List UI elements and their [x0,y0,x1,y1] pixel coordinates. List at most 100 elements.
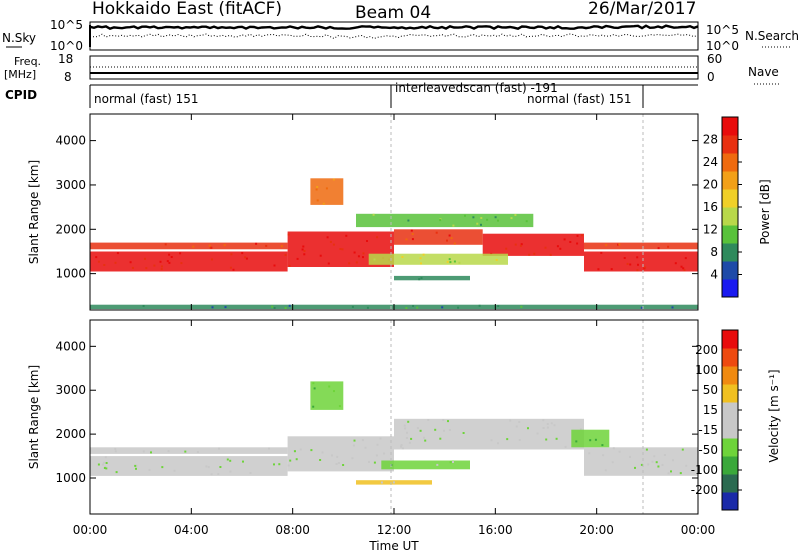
scatter-cell [273,264,276,267]
scatter-cell [287,464,290,467]
scatter-cell [661,463,664,466]
scatter-cell [406,431,408,434]
scatter-cell [644,266,647,269]
scatter-cell [424,439,427,442]
colorbar-swatch [722,279,738,298]
scatter-cell [315,188,318,191]
scatter-cell [310,449,313,452]
scatter-cell [497,305,500,307]
scatter-region-0 [90,251,288,272]
scatter-cell [533,252,536,255]
scatter-cell [515,425,518,428]
scatter-cell [480,217,483,219]
scatter-cell [208,244,211,247]
scatter-cell [407,420,410,423]
scatter-cell [683,269,686,272]
nave-label: Nave [748,65,779,79]
scatter-cell [321,451,324,454]
scatter-cell [135,467,137,470]
scatter-cell [556,245,559,248]
scatter-cell [495,259,498,261]
scatter-cell [420,262,422,265]
scatter-cell [230,253,233,256]
colorbar-swatch [722,402,738,421]
scatter-cell [464,214,466,217]
x-tick-label: 12:00 [377,523,412,537]
power-panel: 1000 2000 3000 4000 Slant Range [km] 4 8 12 16… [27,113,772,311]
scatter-cell [372,213,375,216]
scatter-cell [153,264,156,267]
scatter-cell [520,243,523,246]
scatter-cell [319,254,322,257]
power-x-axis [89,114,699,310]
scatter-cell [434,428,437,431]
scatter-cell [640,306,643,309]
scatter-cell [312,382,315,385]
colorbar-swatch [722,420,738,439]
scatter-cell [667,472,670,475]
scatter-cell [134,464,137,467]
scatter-cell [542,427,545,429]
scatter-cell [682,267,685,270]
freq-panel: Freq. [MHz] 18 8 60 0 Nave [4,52,780,85]
scatter-cell [299,448,302,451]
scatter-cell [681,448,684,451]
scatter-region-0 [90,456,288,476]
scatter-cell [142,305,145,307]
scatter-cell [144,257,146,260]
scatter-cell [657,247,660,250]
scatter-cell [410,437,413,440]
scatter-region-5 [584,251,698,272]
colorbar-swatch [722,243,738,262]
beam-label: Beam 04 [355,3,431,23]
scatter-region-1 [90,447,288,454]
colorbar-frame [721,329,739,511]
scatter-cell [509,419,512,422]
colorbar-swatch [722,384,738,403]
scatter-cell [322,202,325,205]
scatter-cell [364,446,367,449]
noise-search-line [89,33,699,40]
scatter-cell [457,306,460,309]
scatter-cell [361,439,364,442]
power-ylabel: Slant Range [km] [27,160,41,264]
scatter-cell [218,447,220,450]
colorbar-swatch [722,348,738,367]
scatter-region-10 [310,178,344,205]
colorbar-swatch [722,330,738,349]
scatter-cell [520,305,523,308]
velocity-panel-frame [89,319,699,515]
noise-sky-line [89,24,699,31]
scatter-cell [295,458,298,461]
scatter-cell [288,264,291,267]
scatter-cell [439,437,442,440]
scatter-cell [443,429,445,432]
scatter-cell [594,438,597,441]
scatter-cell [145,267,148,270]
power-colorbar: 4 8 12 16 20 24 28 [703,116,742,298]
scatter-cell [104,465,107,468]
scatter-cell [435,231,438,234]
scatter-cell [245,257,248,260]
colorbar-tick-label: 20 [703,178,718,192]
scatter-cell [335,463,338,465]
scatter-cell [329,240,332,243]
scatter-cell [546,423,549,425]
scatter-region-6 [310,381,344,410]
scatter-cell [148,468,151,471]
scatter-cell [135,464,138,467]
scatter-region-2 [287,436,394,472]
colorbar-swatch [722,225,738,244]
scatter-cell [453,260,456,263]
scatter-cell [636,256,639,259]
scatter-cell [685,464,688,467]
scatter-cell [423,436,425,439]
scatter-cell [313,387,316,390]
scatter-region-6 [584,242,698,250]
scatter-cell [505,247,508,250]
y-tick-label: 2000 [55,222,86,236]
scatter-cell [303,250,306,252]
cpid-mode-2: interleavedscan (fast) -191 [395,81,558,95]
scatter-cell [427,419,430,421]
scatter-cell [319,459,322,461]
